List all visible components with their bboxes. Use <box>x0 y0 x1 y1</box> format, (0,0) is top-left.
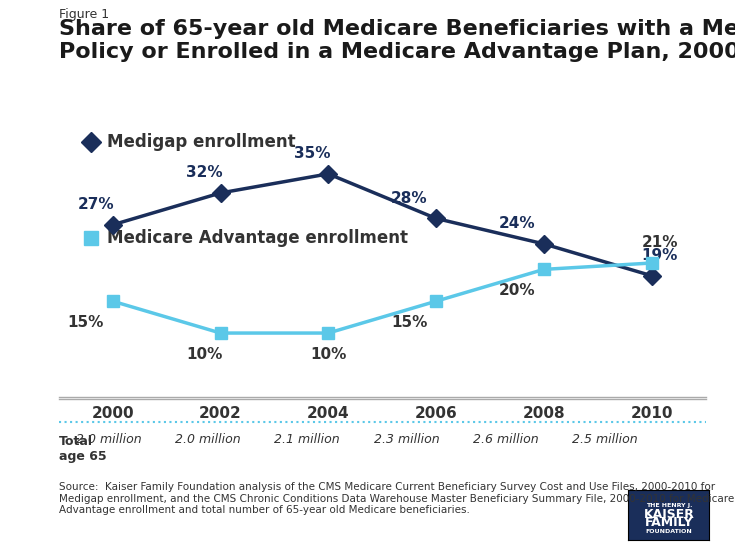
Text: 19%: 19% <box>642 248 678 263</box>
Text: Figure 1: Figure 1 <box>59 8 109 21</box>
Text: Medigap enrollment: Medigap enrollment <box>107 133 296 151</box>
Text: FAMILY: FAMILY <box>645 516 693 529</box>
Text: 2.5 million: 2.5 million <box>572 433 638 446</box>
Text: 15%: 15% <box>391 315 427 330</box>
Text: 32%: 32% <box>186 165 223 180</box>
Text: 28%: 28% <box>391 191 428 206</box>
Text: 35%: 35% <box>294 146 330 161</box>
Text: THE HENRY J.: THE HENRY J. <box>645 503 692 508</box>
Text: 15%: 15% <box>68 315 104 330</box>
Text: 2.3 million: 2.3 million <box>373 433 440 446</box>
Text: Share of 65-year old Medicare Beneficiaries with a Medigap
Policy or Enrolled in: Share of 65-year old Medicare Beneficiar… <box>59 19 735 62</box>
Text: 2.0 million: 2.0 million <box>175 433 241 446</box>
Text: FOUNDATION: FOUNDATION <box>645 528 692 533</box>
Text: KAISER: KAISER <box>643 507 695 521</box>
Text: 27%: 27% <box>78 197 115 212</box>
Text: 20%: 20% <box>498 283 535 298</box>
Text: 21%: 21% <box>642 235 678 250</box>
Text: 2.6 million: 2.6 million <box>473 433 539 446</box>
Text: Total
age 65: Total age 65 <box>59 435 107 463</box>
Text: Source:  Kaiser Family Foundation analysis of the CMS Medicare Current Beneficia: Source: Kaiser Family Foundation analysi… <box>59 482 734 515</box>
Text: 24%: 24% <box>498 216 535 231</box>
Text: 2.1 million: 2.1 million <box>274 433 340 446</box>
Text: 10%: 10% <box>186 347 223 361</box>
Text: 2.0 million: 2.0 million <box>76 433 142 446</box>
Text: 10%: 10% <box>310 347 346 361</box>
Text: Medicare Advantage enrollment: Medicare Advantage enrollment <box>107 229 409 246</box>
